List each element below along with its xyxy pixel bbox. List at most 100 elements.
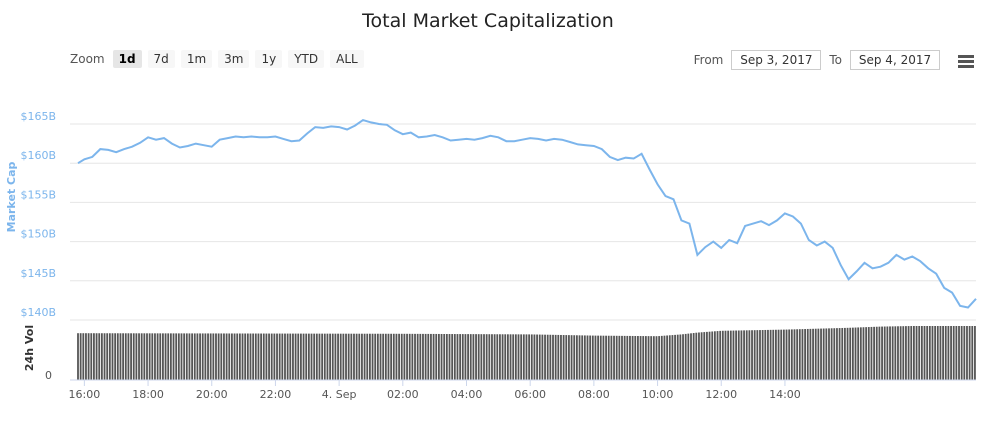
volume-bar xyxy=(313,333,316,380)
volume-bar xyxy=(801,329,804,380)
volume-bar xyxy=(371,333,374,380)
volume-bar xyxy=(796,329,799,380)
volume-bar xyxy=(408,333,411,380)
y-tick-label: $155B xyxy=(20,188,56,201)
volume-bar xyxy=(809,328,812,380)
zoom-button-7d[interactable]: 7d xyxy=(147,50,175,68)
volume-bar xyxy=(246,333,249,380)
volume-bar xyxy=(777,329,780,380)
volume-bar xyxy=(706,331,708,380)
volume-bar xyxy=(910,326,913,380)
volume-axis-label: 24h Vol xyxy=(23,325,36,371)
volume-bar xyxy=(382,333,385,380)
volume-bar xyxy=(292,333,294,380)
volume-bar xyxy=(252,333,255,380)
zoom-button-1m[interactable]: 1m xyxy=(180,50,213,68)
volume-bar xyxy=(231,333,233,380)
volume-bar xyxy=(671,335,674,380)
volume-bar xyxy=(469,334,472,380)
volume-bar xyxy=(461,334,464,380)
volume-bar xyxy=(764,329,767,380)
volume-bar xyxy=(918,326,921,380)
volume-bar xyxy=(514,334,517,380)
from-date-input[interactable] xyxy=(731,50,822,70)
volume-bar xyxy=(82,333,85,380)
volume-bar xyxy=(355,333,358,380)
volume-bar xyxy=(257,333,260,380)
volume-bar xyxy=(281,333,284,380)
volume-bar xyxy=(798,329,801,380)
volume-bar xyxy=(865,327,868,380)
volume-bar xyxy=(952,326,955,380)
volume-bar xyxy=(743,330,745,380)
hamburger-menu-icon[interactable] xyxy=(958,55,974,68)
volume-bar xyxy=(737,330,740,380)
volume-bar xyxy=(700,332,703,380)
zoom-button-1y[interactable]: 1y xyxy=(255,50,283,68)
volume-bar xyxy=(599,335,602,380)
volume-bar xyxy=(270,333,273,380)
volume-bar xyxy=(79,333,82,380)
date-range-selector: From To xyxy=(686,50,940,70)
volume-bar xyxy=(642,336,645,380)
volume-bar xyxy=(215,333,217,380)
volume-bar xyxy=(151,333,154,380)
volume-bar xyxy=(395,333,398,380)
x-tick-label: 02:00 xyxy=(387,388,419,401)
volume-bar xyxy=(682,334,684,380)
volume-bar xyxy=(400,333,403,380)
volume-bar xyxy=(684,333,687,380)
volume-bar xyxy=(517,334,520,380)
volume-bar xyxy=(804,329,806,380)
volume-bar xyxy=(663,335,666,380)
volume-bar xyxy=(655,336,658,380)
volume-bar xyxy=(597,335,600,380)
volume-bar xyxy=(369,333,371,380)
volume-bar xyxy=(347,333,350,380)
volume-bar xyxy=(748,330,751,380)
volume-bar xyxy=(690,333,692,380)
volume-bar xyxy=(745,330,748,380)
volume-bar xyxy=(782,329,785,380)
volume-bar xyxy=(833,328,836,380)
zoom-button-1d[interactable]: 1d xyxy=(112,50,142,68)
volume-bar xyxy=(509,334,512,380)
volume-bar xyxy=(337,333,339,380)
volume-bar xyxy=(581,335,584,380)
volume-bar xyxy=(729,330,732,380)
volume-bar xyxy=(477,334,480,380)
zoom-button-all[interactable]: ALL xyxy=(330,50,364,68)
volume-bar xyxy=(398,333,400,380)
volume-bar xyxy=(361,333,363,380)
volume-bar xyxy=(358,333,361,380)
volume-bar xyxy=(488,334,491,380)
y-axis-ticks: $140B $145B $150B $155B $160B $165B xyxy=(20,110,56,319)
volume-bar xyxy=(122,333,125,380)
volume-bar xyxy=(350,333,353,380)
x-tick-label: 06:00 xyxy=(514,388,546,401)
volume-bar xyxy=(928,326,931,380)
volume-bar xyxy=(116,333,119,380)
volume-bar xyxy=(379,333,382,380)
volume-bar xyxy=(660,335,663,380)
volume-bar xyxy=(119,333,122,380)
volume-bar xyxy=(307,333,310,380)
volume-bar xyxy=(878,326,881,380)
volume-bar xyxy=(894,326,897,380)
volume-bar xyxy=(334,333,337,380)
volume-bar xyxy=(793,329,796,380)
volume-bar xyxy=(244,333,247,380)
to-date-input[interactable] xyxy=(850,50,940,70)
x-tick-label: 14:00 xyxy=(769,388,801,401)
volume-bar xyxy=(867,327,870,380)
zoom-button-ytd[interactable]: YTD xyxy=(288,50,325,68)
volume-bar xyxy=(775,329,777,380)
volume-bar xyxy=(188,333,191,380)
volume-bar xyxy=(721,330,724,380)
volume-zero-tick: 0 xyxy=(45,369,52,382)
volume-bar xyxy=(302,333,305,380)
volume-bar xyxy=(974,326,976,380)
volume-bar xyxy=(475,334,477,380)
volume-bar xyxy=(504,334,507,380)
zoom-button-3m[interactable]: 3m xyxy=(218,50,250,68)
